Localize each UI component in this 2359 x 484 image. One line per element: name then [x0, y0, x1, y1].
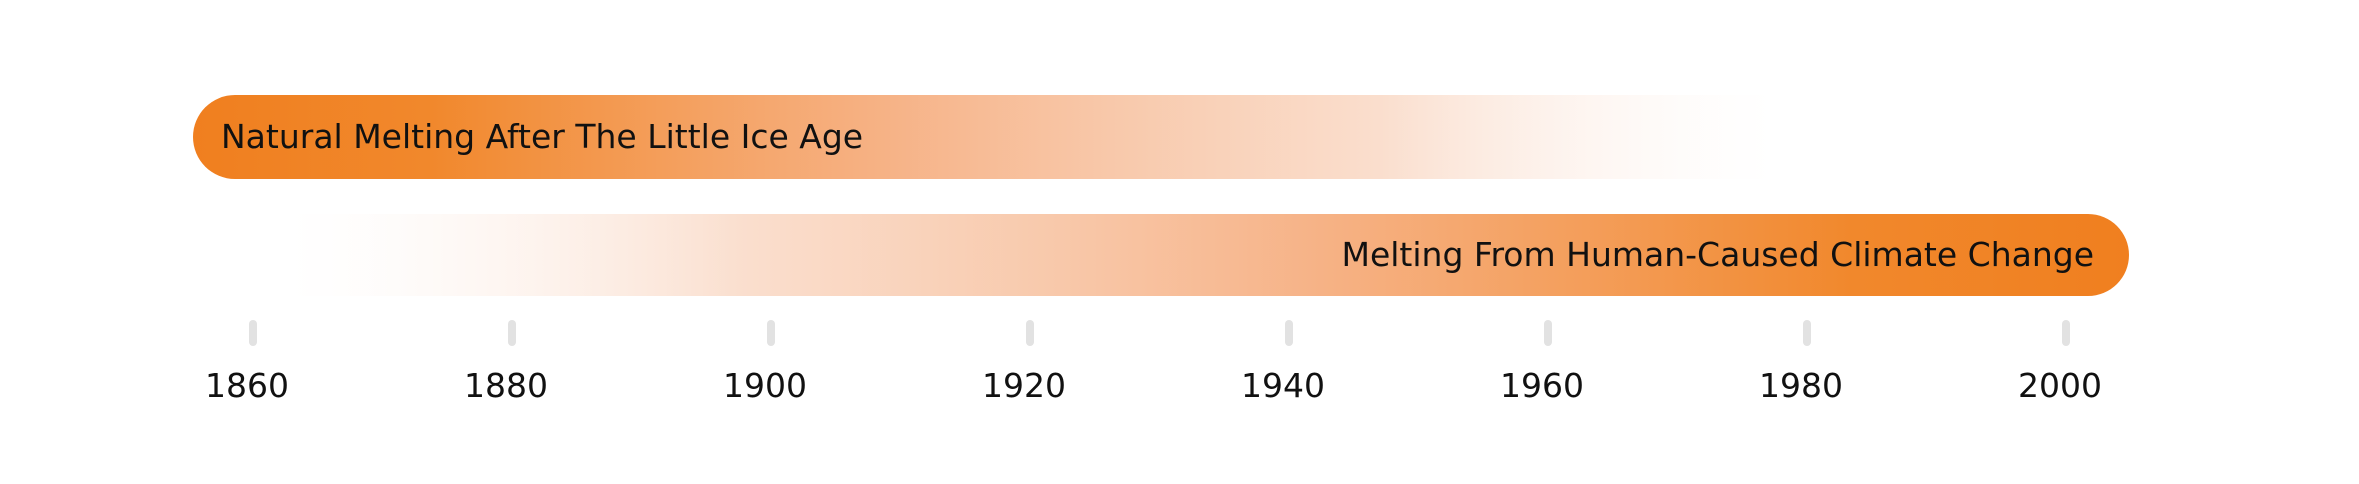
- tick-label: 2000: [2018, 366, 2102, 405]
- period-label-human: Melting From Human-Caused Climate Change: [1341, 235, 2094, 274]
- tick-mark: [1285, 320, 1293, 346]
- tick-label: 1920: [982, 366, 1066, 405]
- period-bar-natural-shape: [193, 95, 1775, 179]
- period-bar-human-shape: [286, 214, 2129, 296]
- tick-mark: [249, 320, 257, 346]
- tick-label: 1880: [464, 366, 548, 405]
- tick-mark: [508, 320, 516, 346]
- tick-label: 1860: [205, 366, 289, 405]
- period-label-natural: Natural Melting After The Little Ice Age: [221, 117, 863, 156]
- year-axis: 1860 1880 1900 1920 1940 1960 1980 2000: [205, 320, 2102, 405]
- tick-label: 1980: [1759, 366, 1843, 405]
- tick-mark: [1026, 320, 1034, 346]
- tick-label: 1960: [1500, 366, 1584, 405]
- tick-mark: [767, 320, 775, 346]
- tick-label: 1940: [1241, 366, 1325, 405]
- period-bar-human: Melting From Human-Caused Climate Change: [286, 214, 2129, 296]
- tick-mark: [1544, 320, 1552, 346]
- period-bar-natural: Natural Melting After The Little Ice Age: [193, 95, 1775, 179]
- tick-mark: [2062, 320, 2070, 346]
- tick-label: 1900: [723, 366, 807, 405]
- tick-mark: [1803, 320, 1811, 346]
